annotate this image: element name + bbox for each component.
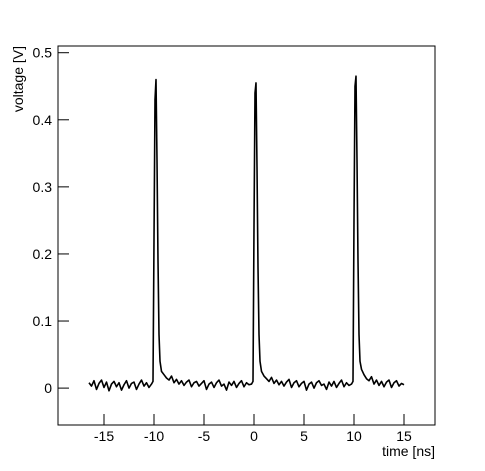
y-tick-label: 0.3 <box>33 179 53 195</box>
y-tick-label: 0 <box>44 380 52 396</box>
y-tick-label: 0.5 <box>33 45 53 61</box>
plot-frame <box>57 45 436 426</box>
x-tick-label: -10 <box>144 428 164 444</box>
x-tick-label: 0 <box>250 428 258 444</box>
x-tick-label: -5 <box>198 428 211 444</box>
signal-line <box>88 75 405 392</box>
y-tick-label: 0.4 <box>33 112 53 128</box>
x-tick-label: -15 <box>94 428 114 444</box>
y-axis-title: voltage [V] <box>10 46 26 112</box>
y-tick-label: 0.2 <box>33 246 53 262</box>
x-tick-label: 15 <box>396 428 412 444</box>
x-tick-label: 5 <box>300 428 308 444</box>
y-tick-label: 0.1 <box>33 313 53 329</box>
x-axis-title: time [ns] <box>382 443 435 459</box>
x-tick-label: 10 <box>346 428 362 444</box>
